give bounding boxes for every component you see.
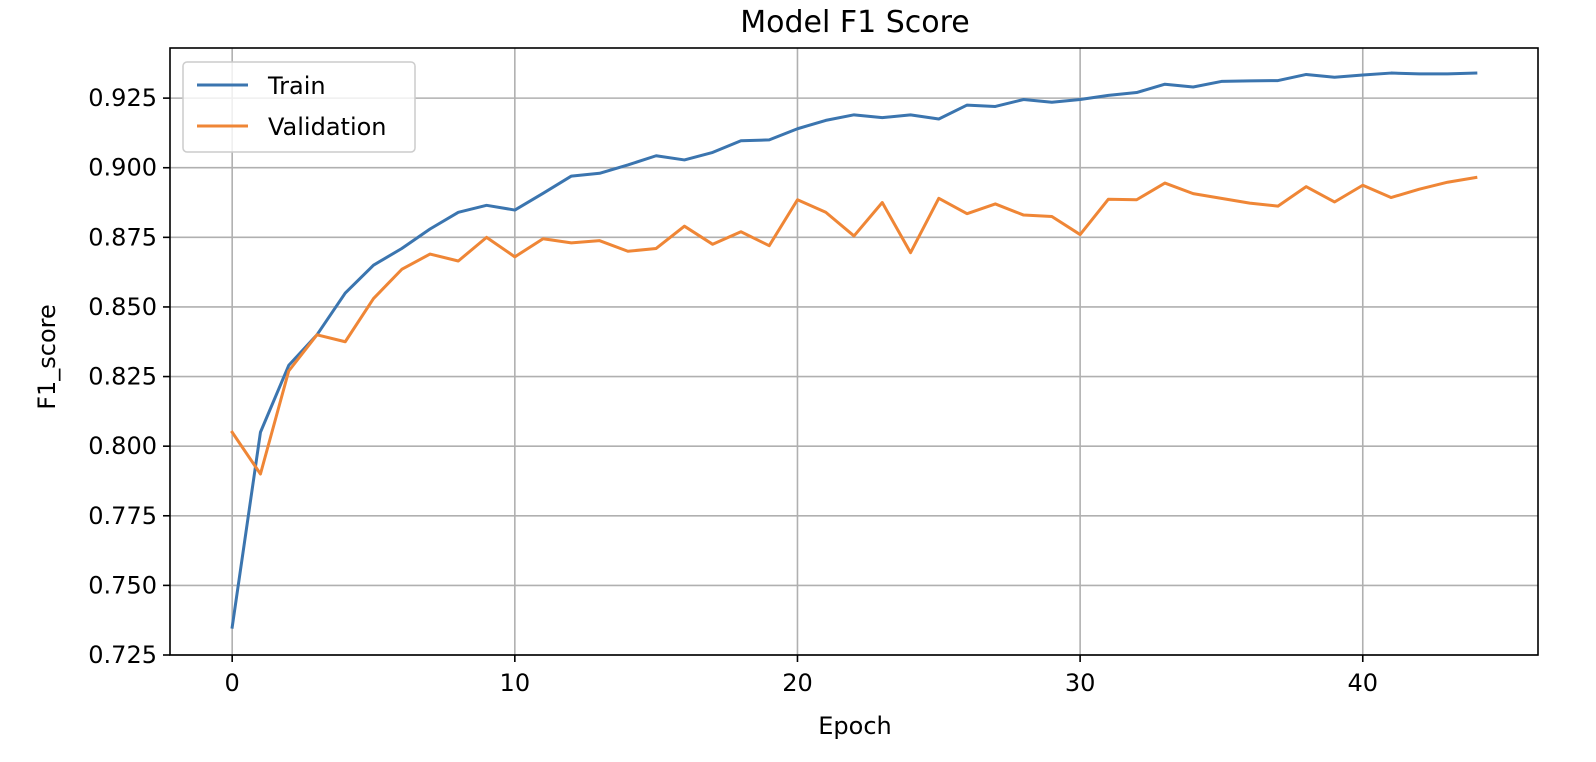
y-tick-label: 0.775 [88,502,157,530]
chart-title: Model F1 Score [740,5,970,40]
legend-label-train: Train [267,72,326,100]
series-line-train [230,71,1478,629]
y-tick-label: 0.750 [88,571,157,599]
x-tick-label: 30 [1065,669,1096,697]
plot-frame [169,47,1539,656]
y-tick-label: 0.725 [88,641,157,669]
y-tick-label: 0.800 [88,432,157,460]
y-tick-label: 0.875 [88,223,157,251]
y-tick-label: 0.850 [88,293,157,321]
x-tick-label: 40 [1347,669,1378,697]
y-axis-ticks: 0.725 0.750 0.775 0.800 0.825 0.850 0.875 0.900… [88,84,170,669]
x-tick-label: 20 [782,669,813,697]
y-tick-label: 0.925 [88,84,157,112]
x-axis-label: Epoch [818,712,892,740]
y-tick-label: 0.900 [88,154,157,182]
y-axis-label: F1_score [33,304,61,410]
x-axis-ticks: 0 10 20 30 40 [225,655,1378,697]
x-tick-label: 0 [225,669,240,697]
x-tick-label: 10 [500,669,531,697]
legend-label-validation: Validation [268,113,387,141]
series-line-validation [230,175,1478,476]
series-lines [230,71,1478,629]
y-tick-label: 0.825 [88,363,157,391]
legend: Train Validation [182,61,416,153]
